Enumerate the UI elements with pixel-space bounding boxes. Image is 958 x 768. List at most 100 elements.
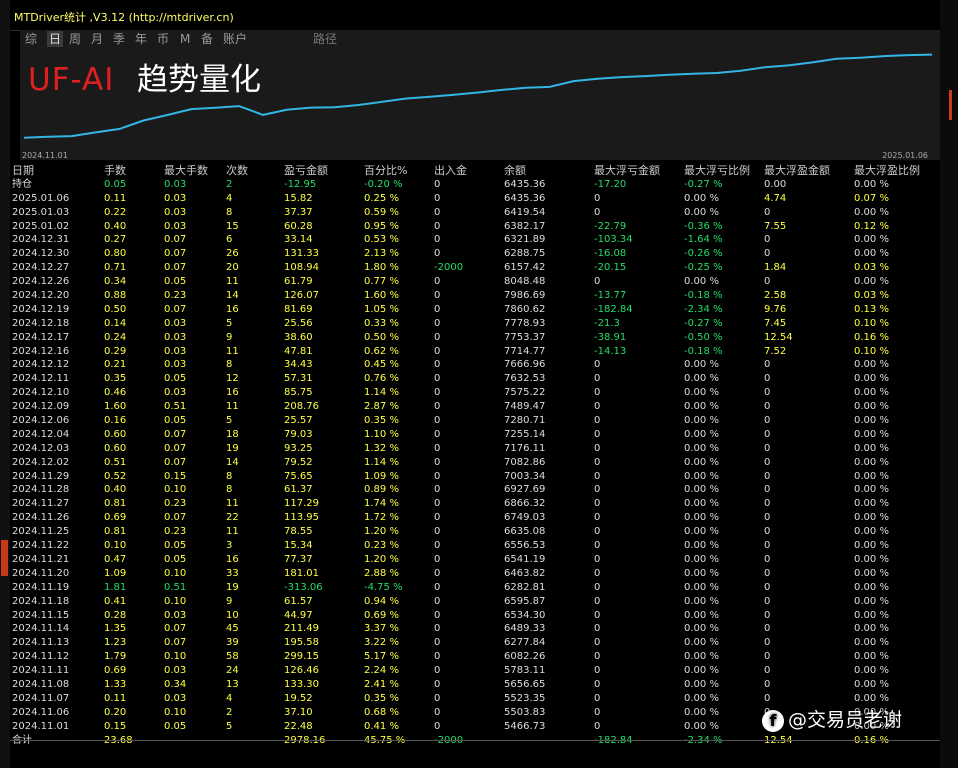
cell-col-6: 0 [434,484,441,496]
brand-tagline: 趋势量化 [137,62,261,98]
cell-col-0: 2024.12.20 [12,290,70,302]
tab-2[interactable]: 周 [69,32,82,46]
cell-col-8: 0 [594,526,601,538]
cell-col-9: -0.18 % [684,345,723,357]
cell-col-0: 2024.11.25 [12,526,70,538]
cell-col-11: 0.16 % [854,331,889,343]
cell-col-6: 0 [434,540,441,552]
cell-col-2: 0.03 [164,609,187,621]
cell-col-0: 2024.12.10 [12,387,70,399]
cell-col-6: 0 [434,678,441,690]
cell-col-1: 0.11 [104,192,127,204]
cell-col-8: 0 [594,623,601,635]
cell-col-6: 0 [434,595,441,607]
cell-col-11: 0.00 % [854,553,889,565]
cell-col-0: 2024.12.06 [12,415,70,427]
tab-0[interactable]: 综 [25,32,38,46]
cell-col-5: 0.69 % [364,609,399,621]
table-row: 2024.11.14 1.35 0.07 45 211.49 3.37 % 0 6489.33… [12,622,940,636]
cell-col-11: 0.00 % [854,720,889,732]
cell-col-1: 0.14 [104,317,127,329]
cell-col-7: 6489.33 [504,623,546,635]
cell-col-7: 7860.62 [504,303,546,315]
cell-col-1: 0.51 [104,456,127,468]
cell-col-10: 0 [764,651,771,663]
cell-col-6: 0 [434,456,441,468]
table-row: 2024.11.27 0.81 0.23 11 117.29 1.74 % 0 6866.32… [12,497,940,511]
cell-col-3: 8 [226,470,233,482]
tab-6[interactable]: 币 [157,32,170,46]
cell-col-11: 0.00 % [854,415,889,427]
cell-col-9: -0.36 % [684,220,723,232]
cell-col-1: 0.71 [104,262,127,274]
watermark-text: @交易员老谢 [788,709,903,731]
tab-8[interactable]: 备 [201,32,214,46]
cell-col-3: 12 [226,373,239,385]
cell-col-3: 16 [226,387,239,399]
balance-chart-svg [23,53,933,139]
cell-col-4: 75.65 [284,470,313,482]
table-row: 2024.12.12 0.21 0.03 8 34.43 0.45 % 0 7666.96 0 0… [12,358,940,372]
table-row: 2024.12.20 0.88 0.23 14 126.07 1.60 % 0 7986.69… [12,289,940,303]
cell-col-7: 6157.42 [504,262,546,274]
cell-col-8: 0 [594,470,601,482]
cell-col-6: 0 [434,428,441,440]
cell-col-10: 0 [764,456,771,468]
cell-col-3: 18 [226,428,239,440]
cell-col-4: 47.81 [284,345,313,357]
balance-line [23,53,933,139]
cell-col-3: 2 [226,706,233,718]
cell-col-4: 208.76 [284,401,319,413]
cell-col-3: 11 [226,345,239,357]
cell-col-10: 12.54 [764,331,793,343]
cell-col-5: 1.60 % [364,290,399,302]
cell-col-7: 7255.14 [504,428,546,440]
table-row: 2024.11.08 1.33 0.34 13 133.30 2.41 % 0 5656.65… [12,678,940,692]
cell-col-1: 0.22 [104,206,127,218]
tab-5[interactable]: 年 [135,32,148,46]
right-candle-bar [949,90,952,120]
cell-col-9: 0.00 % [684,192,719,204]
cell-col-7: 6282.81 [504,581,546,593]
cell-col-2: 0.07 [164,234,187,246]
path-button[interactable]: 路径 [313,32,338,46]
cell-col-0: 2024.11.26 [12,512,70,524]
cell-col-4: 25.57 [284,415,313,427]
tab-7[interactable]: M [180,32,191,46]
cell-col-4: 15.34 [284,540,313,552]
cell-col-7: 6635.08 [504,526,546,538]
tab-4[interactable]: 季 [113,32,126,46]
cell-col-7: 5466.73 [504,720,546,732]
cell-col-6: 0 [434,317,441,329]
cell-col-11: 0.00 % [854,442,889,454]
tab-9[interactable]: 账户 [223,32,248,46]
cell-col-2: 0.05 [164,553,187,565]
cell-col-5: 0.35 % [364,415,399,427]
cell-col-1: 1.09 [104,567,127,579]
cell-col-5: 1.32 % [364,442,399,454]
cell-col-0: 2024.12.17 [12,331,70,343]
cell-col-0: 2024.11.19 [12,581,70,593]
cell-col-11: 0.00 % [854,665,889,677]
cell-col-0: 2024.12.02 [12,456,70,468]
cell-col-0: 2025.01.02 [12,220,70,232]
cell-col-3: 24 [226,665,239,677]
cell-col-3: 6 [226,234,233,246]
cell-col-9: 0.00 % [684,428,719,440]
cell-col-1: 0.50 [104,303,127,315]
cell-col-4: 61.79 [284,276,313,288]
cell-col-0: 2024.12.09 [12,401,70,413]
table-row: 2024.12.10 0.46 0.03 16 85.75 1.14 % 0 7575.22 0… [12,386,940,400]
cell-col-1: 0.20 [104,706,127,718]
tab-3[interactable]: 月 [91,32,104,46]
table-row: 2024.12.18 0.14 0.03 5 25.56 0.33 % 0 7778.93 -2… [12,317,940,331]
cell-col-6: 0 [434,442,441,454]
cell-col-11: 0.00 % [854,428,889,440]
cell-col-7: 6382.17 [504,220,546,232]
tab-1[interactable]: 日 [47,31,64,47]
cell-col-7: 7753.37 [504,331,546,343]
cell-col-1: 0.28 [104,609,127,621]
cell-col-1: 0.60 [104,442,127,454]
cell-col-4: 15.82 [284,192,313,204]
cell-col-9: -0.18 % [684,290,723,302]
